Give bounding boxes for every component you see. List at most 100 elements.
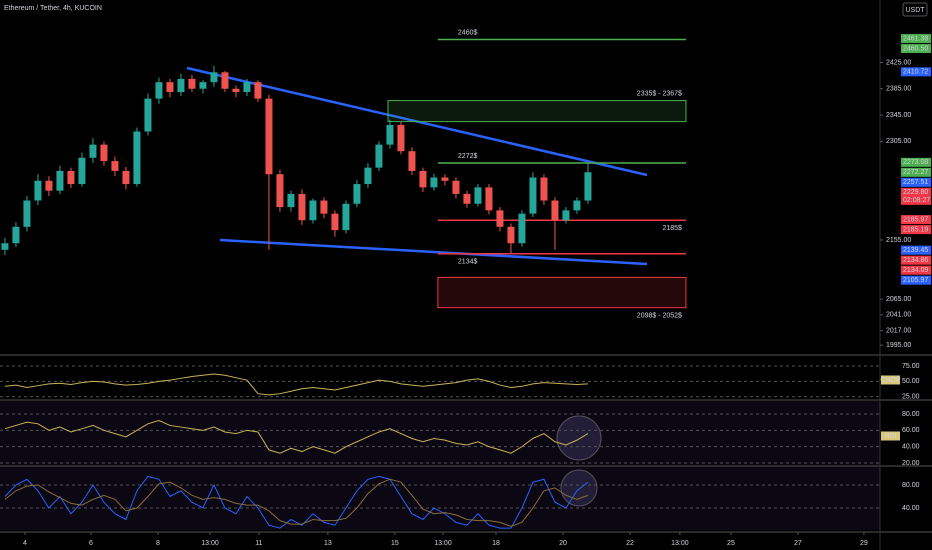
candle-body — [430, 177, 438, 188]
price-tag-label: 2185.97 — [903, 216, 928, 223]
level-label: 2185$ — [662, 225, 682, 232]
y-tick-label: 20.00 — [902, 460, 920, 467]
x-tick-label: 22 — [626, 540, 634, 547]
candle-body — [309, 200, 317, 221]
candle-body — [408, 151, 416, 171]
y-tick-label: 40.00 — [902, 443, 920, 450]
level-label: 2460$ — [458, 29, 478, 36]
x-tick-label: 20 — [559, 540, 567, 547]
candle-body — [485, 187, 493, 211]
price-tag-label: 2139.45 — [903, 247, 928, 254]
candle-body — [320, 200, 328, 214]
candle-body — [122, 170, 130, 185]
candle-body — [584, 172, 592, 201]
candle-body — [276, 174, 284, 208]
price-tag — [901, 157, 931, 167]
currency-box[interactable] — [902, 2, 928, 17]
candle-body — [551, 200, 559, 221]
indicator-line — [4, 373, 588, 396]
price-tag-label: 2257.51 — [903, 179, 928, 186]
candle-body — [441, 177, 449, 181]
price-tag — [901, 44, 931, 54]
candle-body — [287, 193, 295, 208]
price-tag-label: 2273.08 — [903, 159, 928, 166]
price-tag — [901, 245, 931, 255]
candle-body — [331, 213, 339, 231]
candle-body — [232, 88, 240, 93]
candle-body — [496, 210, 504, 227]
price-tag-label: 2229.80 — [903, 189, 928, 196]
candle-body — [397, 124, 405, 152]
x-tick-label: 11 — [255, 540, 262, 547]
price-tag — [901, 67, 931, 77]
indicator-line — [4, 420, 589, 454]
candle-body — [45, 180, 53, 191]
price-tag-label: 2410.72 — [903, 69, 928, 76]
indicator-line — [4, 475, 589, 529]
candle-body — [177, 78, 185, 93]
highlight-circle — [556, 415, 602, 461]
price-tag — [901, 255, 931, 265]
candle-body — [67, 170, 75, 185]
y-tick-label: 2041.00 — [886, 312, 911, 319]
candle-body — [529, 177, 537, 214]
price-tag-label: 2134.86 — [903, 257, 928, 264]
candle-body — [210, 72, 218, 83]
candle-body — [166, 82, 174, 93]
x-tick-label: 25 — [727, 540, 735, 547]
y-tick-label: 2425.00 — [886, 59, 911, 66]
level-label: 2335$ - 2367$ — [637, 90, 682, 97]
x-tick-label: 13:00 — [671, 540, 689, 547]
candle-body — [265, 98, 273, 175]
candle-body — [133, 131, 141, 185]
candle-body — [56, 170, 64, 191]
price-tag-label: 2185.19 — [903, 226, 928, 233]
candle-body — [100, 144, 108, 162]
candle-body — [452, 180, 460, 194]
chart-title: Ethereum / Tether, 4h, KUCOIN — [4, 5, 102, 12]
countdown: 02:08:27 — [903, 197, 930, 204]
candle-body — [188, 78, 196, 89]
candle-body — [507, 226, 515, 244]
y-tick-label: 2305.00 — [886, 138, 911, 145]
currency[interactable]: USDT — [905, 7, 925, 14]
x-tick-label: 15 — [391, 540, 399, 547]
y-tick-label: 80.00 — [902, 482, 920, 489]
candle-body — [474, 187, 482, 204]
candle-body — [364, 167, 372, 185]
candle-body — [254, 82, 262, 99]
y-tick-label: 60.00 — [902, 427, 920, 434]
x-tick-label: 18 — [492, 540, 500, 547]
price-tag — [901, 275, 931, 285]
price-tag-label: 2272.27 — [903, 169, 928, 176]
price-tag — [901, 215, 931, 225]
candle-body — [1, 243, 9, 250]
x-tick-label: 27 — [794, 540, 802, 547]
level-label: 2134$ — [458, 259, 478, 266]
level-label: 2098$ - 2052$ — [637, 313, 682, 320]
price-tag — [901, 34, 931, 44]
y-tick-label: 2385.00 — [886, 86, 911, 93]
price-tag-label: 2461.38 — [903, 35, 928, 42]
indicator-name: RSI — [885, 433, 897, 440]
y-tick-label: 1995.00 — [886, 342, 911, 349]
y-tick-label: 2345.00 — [886, 112, 911, 119]
candle-body — [78, 157, 86, 185]
x-tick-label: 4 — [23, 540, 27, 547]
candle-body — [243, 82, 251, 93]
candle-body — [23, 200, 31, 227]
level-label: 2272$ — [458, 153, 478, 160]
price-tag — [901, 187, 931, 205]
candle-body — [221, 72, 229, 89]
indicator-tag — [881, 431, 900, 441]
candle-body — [540, 177, 548, 201]
indicator-line — [4, 478, 589, 527]
candle-body — [353, 184, 361, 204]
price-tag-label: 2134.09 — [903, 267, 928, 274]
candle-body — [199, 82, 207, 89]
x-tick-label: 8 — [156, 540, 160, 547]
candle-body — [386, 124, 394, 145]
price-tag — [901, 265, 931, 275]
price-tag — [901, 167, 931, 177]
